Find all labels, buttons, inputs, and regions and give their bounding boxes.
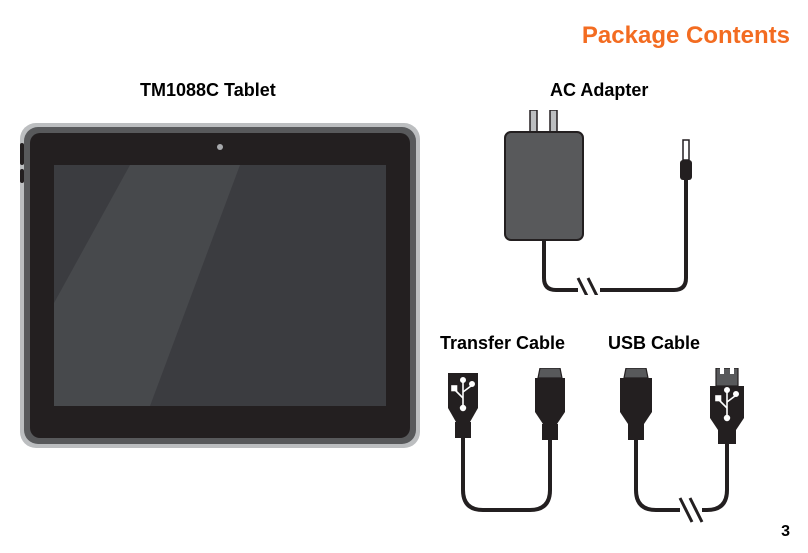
page-title: Package Contents <box>582 22 790 50</box>
adapter-icon <box>470 110 750 295</box>
adapter-label: AC Adapter <box>550 80 648 101</box>
tablet-icon <box>20 123 420 448</box>
tablet-label: TM1088C Tablet <box>140 80 276 101</box>
page-number: 3 <box>781 523 790 541</box>
transfer-cable-icon <box>438 368 598 523</box>
usb-cable-icon <box>608 368 768 523</box>
usb-label: USB Cable <box>608 333 700 354</box>
transfer-label: Transfer Cable <box>440 333 565 354</box>
